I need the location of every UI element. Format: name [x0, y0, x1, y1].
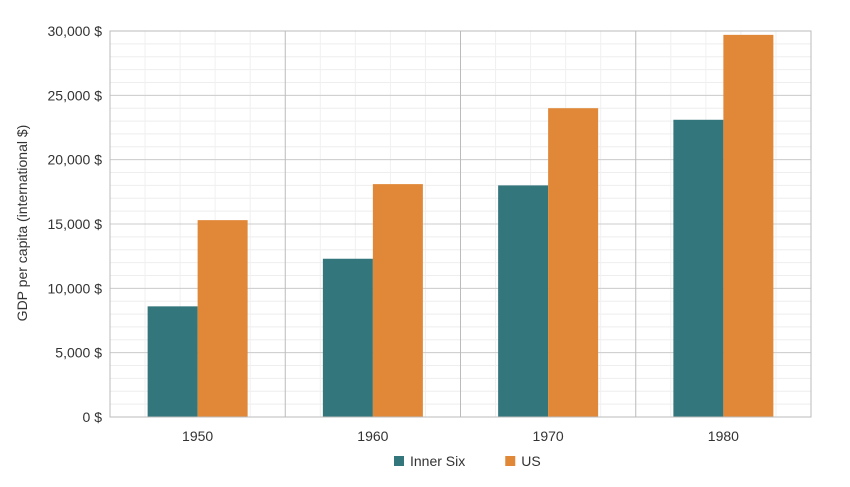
- y-tick-label: 25,000 $: [48, 87, 103, 103]
- y-tick-labels: 0 $ 5,000 $ 10,000 $ 15,000 $ 20,000 $ 25,000…: [48, 23, 103, 425]
- bar-us-1980: [723, 34, 774, 418]
- x-tick-label: 1950: [182, 428, 213, 444]
- x-tick-label: 1980: [708, 428, 739, 444]
- bar-inner-six-1970: [498, 185, 549, 417]
- x-tick-label: 1970: [533, 428, 564, 444]
- legend-swatch: [394, 456, 404, 466]
- y-tick-label: 20,000 $: [48, 152, 103, 168]
- legend: Inner Six US: [394, 453, 541, 469]
- x-tick-label: 1960: [357, 428, 388, 444]
- axes: [109, 30, 812, 418]
- bar-inner-six-1980: [673, 119, 724, 417]
- y-tick-label: 15,000 $: [48, 216, 103, 232]
- y-tick-label: 0 $: [83, 409, 103, 425]
- bar-us-1960: [372, 184, 423, 417]
- plot-frame: [109, 30, 812, 418]
- y-tick-label: 30,000 $: [48, 23, 103, 39]
- y-tick-label: 5,000 $: [55, 345, 102, 361]
- legend-label: Inner Six: [410, 453, 465, 469]
- bar-inner-six-1960: [322, 258, 373, 417]
- bar-us-1950: [197, 220, 248, 417]
- bars: [147, 34, 774, 418]
- bar-us-1970: [548, 108, 599, 417]
- x-tick-labels: 1950 1960 1970 1980: [182, 428, 739, 444]
- bar-inner-six-1950: [147, 306, 198, 417]
- y-tick-label: 10,000 $: [48, 280, 103, 296]
- y-axis-title: GDP per capita (international $): [14, 125, 30, 322]
- legend-swatch: [505, 456, 516, 466]
- legend-label: US: [521, 453, 540, 469]
